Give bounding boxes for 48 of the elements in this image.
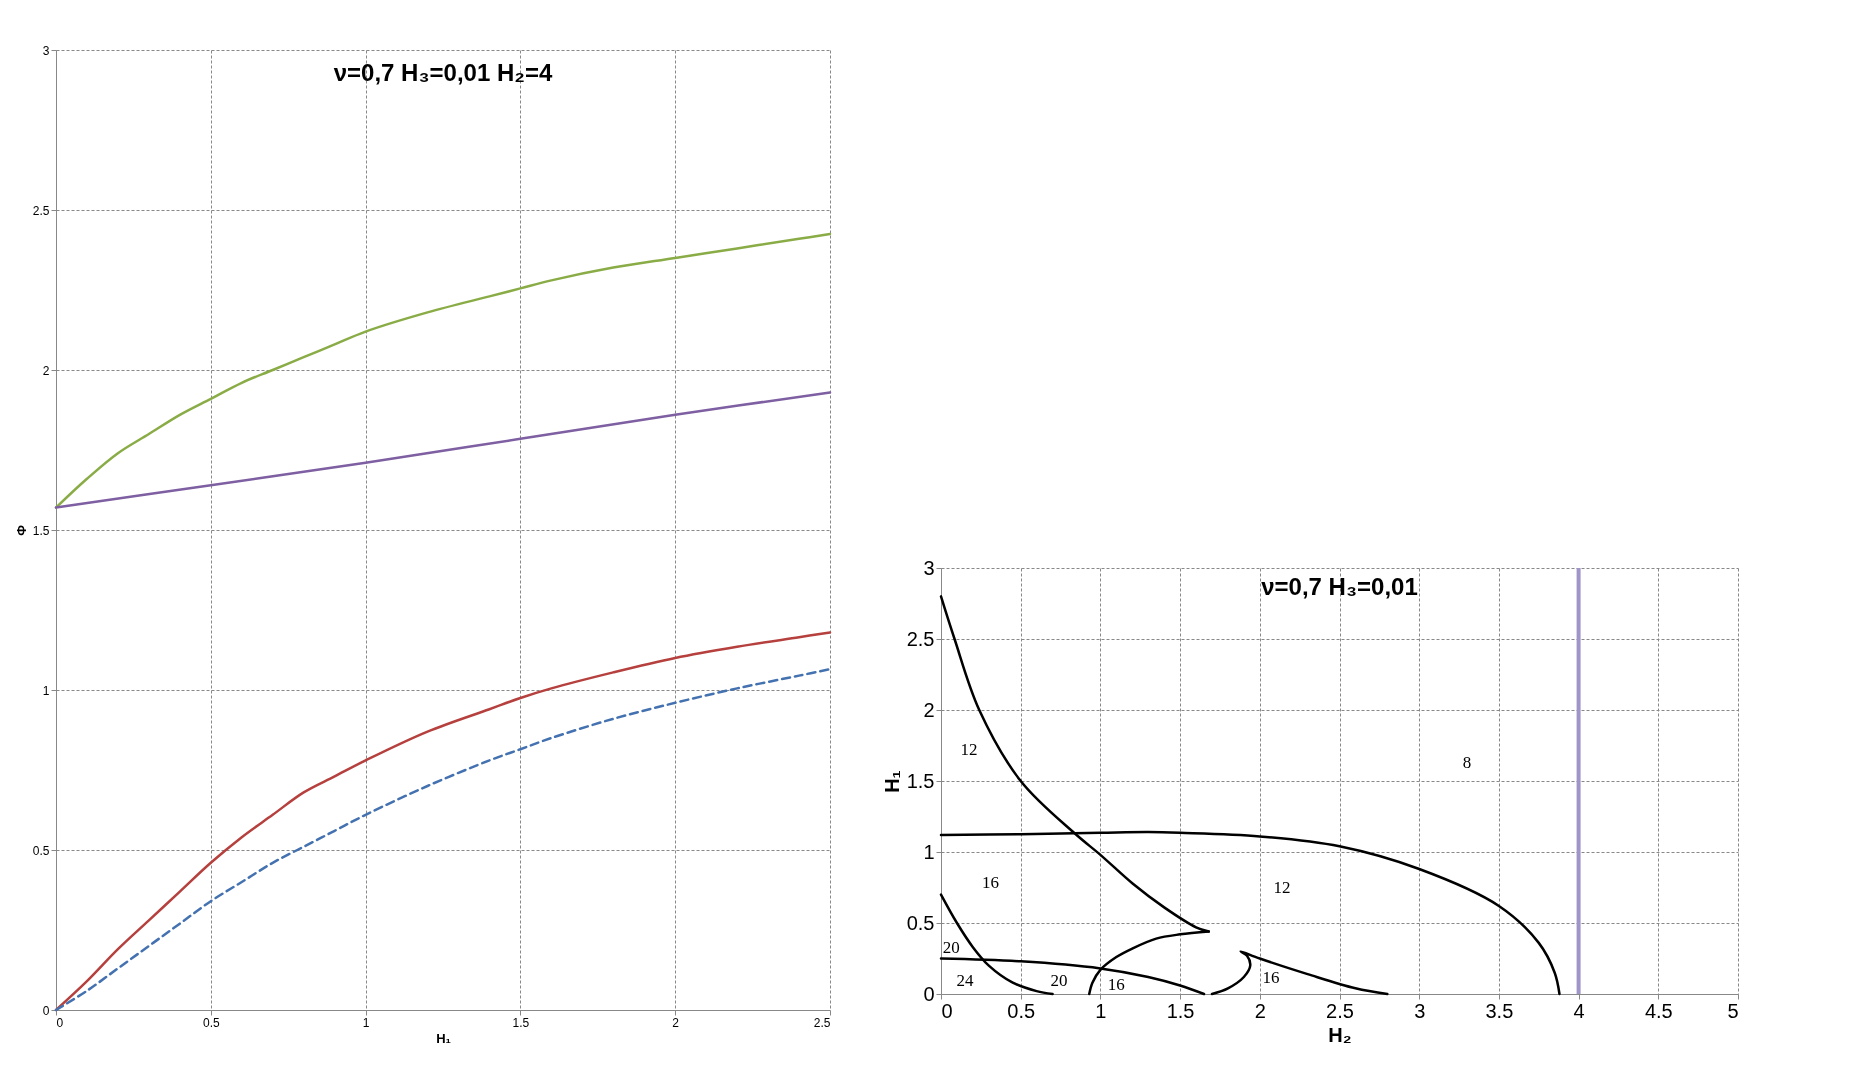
x-tick-label: 0 (941, 999, 953, 1022)
annotation: 16 (981, 873, 999, 893)
y-axis-title: H₁ (880, 770, 903, 793)
y-tick-label: 3 (42, 43, 50, 58)
line-series (54, 391, 832, 509)
chart-title: ν=0,7 H₃=0,01 (1261, 573, 1418, 600)
y-tick-label: 1 (923, 840, 935, 863)
x-tick-label: 5 (1727, 999, 1739, 1022)
annotation: 16 (1107, 974, 1125, 994)
x-tick-label: 3.5 (1485, 999, 1514, 1022)
y-axis-title: Φ (13, 524, 29, 536)
x-tick-label: 4.5 (1644, 999, 1673, 1022)
x-tick-label: 1 (1095, 999, 1107, 1022)
x-axis-title: H₂ (1328, 1023, 1352, 1046)
x-tick-label: 1 (362, 1015, 370, 1030)
annotation: 20 (942, 938, 960, 958)
x-axis-title: H₁ (436, 1030, 451, 1046)
line-series (1210, 950, 1389, 996)
chart-title: ν=0,7 H₃=0,01 H₂=4 (333, 59, 553, 86)
x-tick-label: 1.5 (512, 1015, 530, 1030)
annotation: 24 (956, 971, 974, 991)
x-tick-label: 2 (1254, 999, 1266, 1022)
y-tick-label: 0 (923, 982, 935, 1005)
x-tick-label: 0.5 (1007, 999, 1036, 1022)
y-tick-label: 0.5 (32, 843, 50, 858)
annotation: 12 (1273, 877, 1291, 897)
annotation: 12 (960, 739, 978, 759)
annotation: 20 (1050, 971, 1068, 991)
x-tick-label: 0 (56, 1015, 64, 1030)
x-tick-label: 4 (1573, 999, 1585, 1022)
y-tick-label: 2.5 (906, 627, 935, 650)
x-tick-label: 2.5 (813, 1015, 831, 1030)
y-tick-label: 0.5 (906, 911, 935, 934)
annotation: 8 (1462, 752, 1472, 772)
annotation: 16 (1262, 968, 1280, 988)
line-series (54, 232, 832, 509)
y-tick-label: 3 (923, 556, 935, 579)
x-tick-label: 2 (672, 1015, 680, 1030)
y-tick-label: 2.5 (32, 203, 50, 218)
y-tick-label: 1.5 (32, 523, 50, 538)
y-tick-label: 2 (42, 363, 50, 378)
y-tick-label: 1 (42, 683, 50, 698)
x-tick-label: 0.5 (202, 1015, 220, 1030)
x-tick-label: 2.5 (1326, 999, 1354, 1022)
y-tick-label: 1.5 (906, 769, 935, 792)
x-tick-label: 3 (1414, 999, 1426, 1022)
y-tick-label: 2 (923, 698, 935, 721)
x-tick-label: 1.5 (1166, 999, 1195, 1022)
